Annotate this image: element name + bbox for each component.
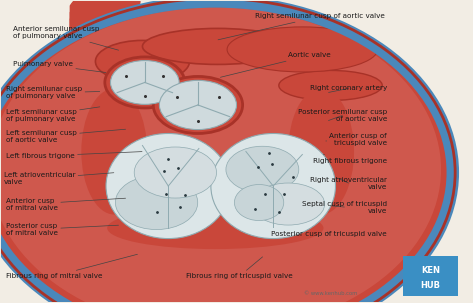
Text: Posterior cusp of tricuspid valve: Posterior cusp of tricuspid valve bbox=[271, 231, 387, 237]
Text: Posterior semilunar cusp
of aortic valve: Posterior semilunar cusp of aortic valve bbox=[298, 109, 387, 122]
Text: Right semilunar cusp of aortic valve: Right semilunar cusp of aortic valve bbox=[218, 13, 385, 40]
Ellipse shape bbox=[107, 207, 324, 249]
FancyBboxPatch shape bbox=[403, 256, 457, 296]
Ellipse shape bbox=[154, 87, 189, 105]
Text: Left fibrous trigone: Left fibrous trigone bbox=[6, 152, 142, 159]
Ellipse shape bbox=[227, 27, 377, 72]
Ellipse shape bbox=[252, 183, 324, 225]
Ellipse shape bbox=[96, 40, 190, 82]
Text: Right coronary artery: Right coronary artery bbox=[310, 85, 387, 92]
Ellipse shape bbox=[279, 70, 382, 101]
Circle shape bbox=[159, 80, 236, 130]
Ellipse shape bbox=[106, 134, 231, 238]
Text: Aortic valve: Aortic valve bbox=[220, 52, 331, 77]
Ellipse shape bbox=[91, 101, 114, 131]
Text: Pulmonary valve: Pulmonary valve bbox=[13, 62, 106, 72]
Ellipse shape bbox=[0, 7, 441, 303]
Ellipse shape bbox=[142, 28, 293, 65]
Ellipse shape bbox=[288, 88, 354, 215]
Circle shape bbox=[105, 57, 185, 108]
Text: KEN: KEN bbox=[421, 266, 440, 275]
Text: Right atrioventricular
valve: Right atrioventricular valve bbox=[310, 177, 387, 189]
Text: Posterior cusp
of mitral valve: Posterior cusp of mitral valve bbox=[6, 223, 119, 236]
Text: Anterior cusp
of mitral valve: Anterior cusp of mitral valve bbox=[6, 198, 125, 211]
Circle shape bbox=[111, 61, 179, 104]
Text: Right fibrous trigone: Right fibrous trigone bbox=[313, 155, 387, 164]
Text: Left atrioventricular
valve: Left atrioventricular valve bbox=[4, 172, 114, 185]
Ellipse shape bbox=[134, 147, 217, 198]
Ellipse shape bbox=[226, 146, 299, 193]
Text: Septal cusp of tricuspid
valve: Septal cusp of tricuspid valve bbox=[302, 201, 387, 214]
Ellipse shape bbox=[81, 88, 147, 215]
Ellipse shape bbox=[115, 175, 198, 230]
Circle shape bbox=[153, 76, 243, 134]
Text: Fibrous ring of mitral valve: Fibrous ring of mitral valve bbox=[6, 254, 138, 279]
Ellipse shape bbox=[235, 185, 284, 221]
Ellipse shape bbox=[316, 101, 340, 131]
Text: Anterior semilunar cusp
of pulmonary valve: Anterior semilunar cusp of pulmonary val… bbox=[13, 26, 119, 50]
Ellipse shape bbox=[121, 191, 309, 233]
Text: HUB: HUB bbox=[420, 281, 441, 290]
Ellipse shape bbox=[211, 134, 335, 238]
Text: Left semilunar cusp
of aortic valve: Left semilunar cusp of aortic valve bbox=[6, 129, 125, 143]
Text: Anterior cusp of
tricuspid valve: Anterior cusp of tricuspid valve bbox=[326, 133, 387, 146]
Text: Right semilunar cusp
of pulmonary valve: Right semilunar cusp of pulmonary valve bbox=[6, 86, 100, 99]
Text: Left semilunar cusp
of pulmonary valve: Left semilunar cusp of pulmonary valve bbox=[6, 107, 100, 122]
Ellipse shape bbox=[0, 0, 455, 303]
Text: Fibrous ring of tricuspid valve: Fibrous ring of tricuspid valve bbox=[186, 257, 293, 279]
Text: © www.kenhub.com: © www.kenhub.com bbox=[304, 291, 357, 296]
